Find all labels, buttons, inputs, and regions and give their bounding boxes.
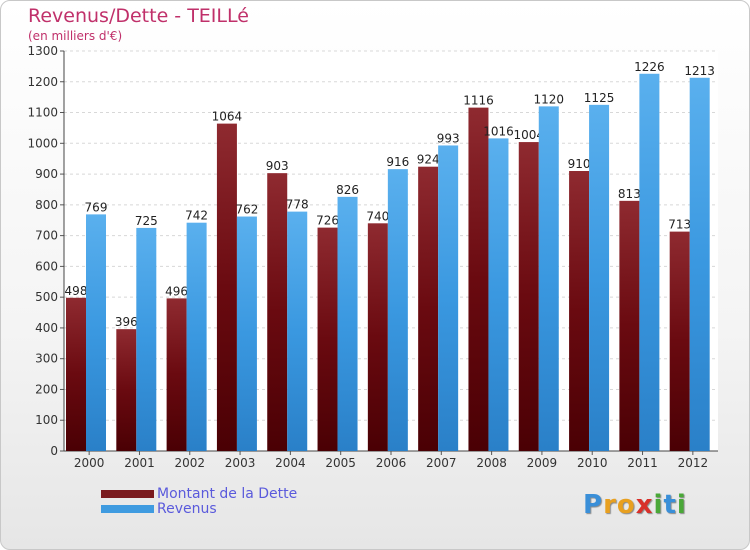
bar-dette [216, 123, 237, 451]
data-label-revenus: 769 [85, 200, 108, 214]
bar-dette [418, 166, 439, 451]
bar-dette [669, 231, 690, 451]
y-tick-label: 600 [35, 259, 58, 273]
y-tick-label: 800 [35, 198, 58, 212]
data-label-dette: 713 [668, 218, 691, 232]
y-tick-label: 1200 [27, 75, 58, 89]
data-label-revenus: 1125 [584, 91, 615, 105]
data-label-revenus: 725 [135, 214, 158, 228]
bar-dette [267, 173, 288, 451]
data-label-revenus: 762 [235, 203, 258, 217]
bar-revenus [689, 77, 710, 452]
data-label-revenus: 826 [336, 183, 359, 197]
bar-chart: 0 100 200 300 400 500 600 700 800 900 1000 1100 1200… [27, 44, 718, 470]
data-label-dette: 910 [568, 157, 591, 171]
bar-revenus [639, 73, 660, 452]
logo-letter: r [603, 490, 617, 520]
x-tick-label: 2001 [124, 456, 155, 470]
bar-revenus [287, 211, 308, 451]
logo-letter: x [635, 490, 654, 520]
bar-revenus [438, 145, 459, 451]
y-tick-label: 1300 [27, 44, 58, 58]
x-tick-label: 2003 [225, 456, 256, 470]
data-label-revenus: 742 [185, 209, 208, 223]
legend-swatch-revenus [101, 505, 154, 513]
y-tick-label: 300 [35, 352, 58, 366]
y-tick-label: 0 [50, 444, 58, 458]
data-label-revenus: 778 [286, 198, 309, 212]
bar-dette [518, 142, 539, 452]
y-tick-label: 700 [35, 229, 58, 243]
x-tick-label: 2012 [678, 456, 709, 470]
x-tick-label: 2008 [476, 456, 507, 470]
bar-revenus [86, 214, 106, 451]
x-tick-label: 2004 [275, 456, 306, 470]
data-label-revenus: 993 [437, 131, 460, 145]
bar-revenus [387, 169, 408, 451]
y-tick-label: 400 [35, 321, 58, 335]
data-label-dette: 1116 [463, 94, 494, 108]
logo-letter: i [653, 490, 664, 520]
bar-dette [317, 227, 338, 451]
data-label-revenus: 1120 [533, 92, 564, 106]
y-tick-label: 900 [35, 167, 58, 181]
y-tick-label: 1000 [27, 136, 58, 150]
x-tick-label: 2000 [74, 456, 105, 470]
x-tick-label: 2002 [174, 456, 205, 470]
bar-dette [116, 329, 137, 451]
y-tick-label: 100 [35, 413, 58, 427]
data-label-dette: 903 [266, 159, 289, 173]
bar-revenus [136, 227, 157, 451]
legend-swatch-dette [101, 490, 154, 498]
chart-title: Revenus/Dette - TEILLé [28, 5, 249, 27]
proxiti-logo: Proxiti [583, 490, 687, 520]
logo-letter: t [663, 490, 677, 520]
data-label-revenus: 1213 [684, 64, 715, 78]
data-label-dette: 813 [618, 187, 641, 201]
logo-letter: o [616, 490, 636, 520]
data-label-dette: 1064 [212, 110, 243, 124]
logo-letter: P [583, 490, 604, 520]
data-label-dette: 498 [65, 284, 88, 298]
bar-dette [166, 298, 187, 451]
legend-label-revenus: Revenus [157, 501, 217, 517]
x-tick-label: 2010 [577, 456, 608, 470]
legend-label-dette: Montant de la Dette [157, 486, 298, 502]
bar-revenus [488, 138, 509, 451]
data-label-dette: 726 [316, 214, 339, 228]
x-tick-label: 2011 [627, 456, 658, 470]
data-label-dette: 924 [417, 153, 440, 167]
bar-revenus [186, 222, 207, 451]
data-label-dette: 396 [115, 315, 138, 329]
bar-dette [468, 107, 489, 451]
y-tick-label: 500 [35, 290, 58, 304]
data-label-dette: 740 [366, 209, 389, 223]
data-label-revenus: 1016 [483, 124, 514, 138]
bar-revenus [337, 196, 358, 451]
bar-dette [66, 297, 86, 451]
data-label-revenus: 916 [386, 155, 409, 169]
chart-subtitle: (en milliers d'€) [28, 29, 123, 43]
x-tick-label: 2006 [376, 456, 407, 470]
y-tick-label: 200 [35, 382, 58, 396]
x-tick-label: 2005 [325, 456, 356, 470]
x-tick-label: 2009 [527, 456, 558, 470]
data-label-dette: 1004 [513, 128, 544, 142]
y-tick-label: 1100 [27, 106, 58, 120]
bar-revenus [538, 106, 559, 451]
bar-dette [367, 223, 388, 451]
x-tick-label: 2007 [426, 456, 457, 470]
bar-dette [619, 200, 640, 451]
data-label-revenus: 1226 [634, 60, 665, 74]
bar-revenus [236, 216, 257, 451]
data-label-dette: 496 [165, 284, 188, 298]
bar-dette [569, 171, 590, 451]
bar-revenus [589, 104, 610, 451]
logo-letter: i [676, 490, 687, 520]
